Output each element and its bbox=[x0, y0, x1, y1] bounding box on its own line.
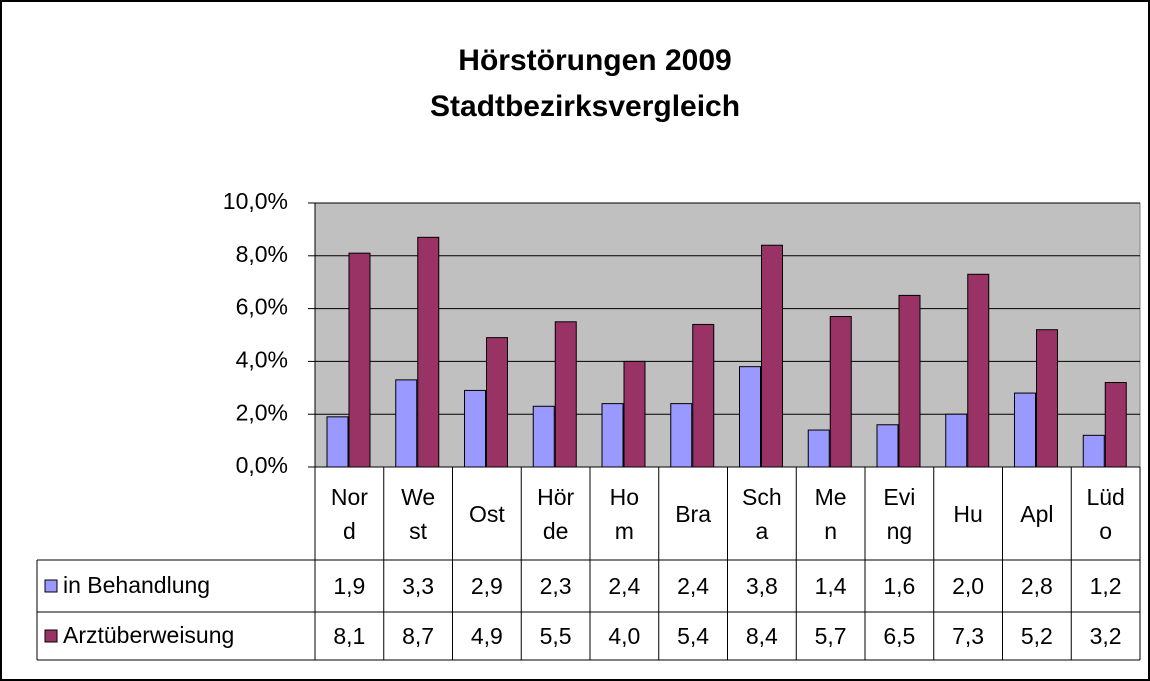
legend-label: in Behandlung bbox=[63, 572, 210, 598]
x-tick-label: Nord bbox=[330, 483, 368, 544]
y-tick-label: 8,0% bbox=[236, 241, 288, 267]
data-table-value: 1,4 bbox=[814, 573, 847, 599]
x-tick-label: Men bbox=[814, 483, 847, 544]
bar bbox=[876, 424, 899, 468]
bar bbox=[623, 360, 646, 468]
y-tick-label: 10,0% bbox=[223, 188, 288, 214]
bar bbox=[1082, 434, 1105, 468]
bar bbox=[967, 273, 990, 468]
x-tick-label: Eving bbox=[883, 483, 916, 544]
bar bbox=[829, 316, 852, 468]
data-table-value: 6,5 bbox=[883, 623, 916, 649]
bar bbox=[348, 252, 371, 468]
x-tick-label: Hörde bbox=[537, 483, 575, 544]
data-table-value: 5,2 bbox=[1020, 623, 1053, 649]
bar bbox=[692, 323, 715, 468]
data-table-value: 8,4 bbox=[745, 623, 778, 649]
chart-title: Stadtbezirksvergleich bbox=[430, 90, 740, 123]
y-tick-label: 2,0% bbox=[236, 399, 288, 425]
bar bbox=[945, 413, 968, 468]
bar bbox=[739, 366, 761, 468]
bar bbox=[1104, 382, 1127, 468]
bar bbox=[898, 294, 921, 468]
bar bbox=[464, 389, 486, 468]
bar bbox=[326, 416, 349, 468]
x-tick-label: Scha bbox=[742, 483, 782, 544]
bar bbox=[761, 244, 783, 468]
data-table-value: 4,9 bbox=[470, 623, 503, 649]
data-table-value: 1,9 bbox=[333, 573, 366, 599]
bar bbox=[601, 403, 624, 468]
bar bbox=[532, 405, 555, 468]
x-tick-label: Hu bbox=[953, 500, 983, 527]
bar bbox=[807, 429, 830, 468]
y-tick-label: 0,0% bbox=[236, 452, 288, 478]
x-tick-label: Hom bbox=[609, 483, 640, 544]
chart-title: Hörstörungen 2009 bbox=[458, 44, 731, 77]
data-table-value: 5,4 bbox=[677, 623, 710, 649]
data-table-value: 2,0 bbox=[952, 573, 985, 599]
data-table-value: 5,7 bbox=[814, 623, 847, 649]
data-table-value: 8,1 bbox=[333, 623, 366, 649]
data-table-value: 1,6 bbox=[883, 573, 916, 599]
y-tick-label: 6,0% bbox=[236, 294, 288, 320]
x-tick-label: Apl bbox=[1020, 500, 1054, 527]
x-tick-label: Lüdo bbox=[1086, 483, 1125, 544]
bar bbox=[395, 379, 418, 468]
x-tick-label: Bra bbox=[675, 500, 712, 527]
data-table-value: 1,2 bbox=[1089, 573, 1122, 599]
bar bbox=[1014, 392, 1036, 468]
bar bbox=[486, 337, 508, 468]
y-tick-label: 4,0% bbox=[236, 346, 288, 372]
data-table-value: 2,9 bbox=[470, 573, 503, 599]
bar bbox=[1036, 329, 1058, 468]
data-table-value: 5,5 bbox=[539, 623, 572, 649]
legend-key bbox=[44, 579, 58, 593]
data-table-value: 3,8 bbox=[745, 573, 778, 599]
bar bbox=[670, 403, 693, 468]
data-table-value: 2,8 bbox=[1020, 573, 1053, 599]
legend-key bbox=[44, 629, 58, 643]
bar bbox=[554, 321, 577, 468]
data-table-value: 2,4 bbox=[677, 573, 710, 599]
bar bbox=[417, 236, 440, 468]
data-table-value: 7,3 bbox=[952, 623, 985, 649]
data-table-value: 3,2 bbox=[1089, 623, 1122, 649]
data-table-value: 2,4 bbox=[608, 573, 641, 599]
x-tick-label: Ost bbox=[468, 500, 505, 527]
legend-label: Arztüberweisung bbox=[63, 622, 234, 648]
data-table-value: 8,7 bbox=[402, 623, 435, 649]
x-tick-label: West bbox=[401, 483, 436, 544]
data-table-value: 3,3 bbox=[402, 573, 435, 599]
data-table-value: 4,0 bbox=[608, 623, 641, 649]
data-table-value: 2,3 bbox=[539, 573, 572, 599]
plot-area bbox=[314, 202, 1141, 468]
